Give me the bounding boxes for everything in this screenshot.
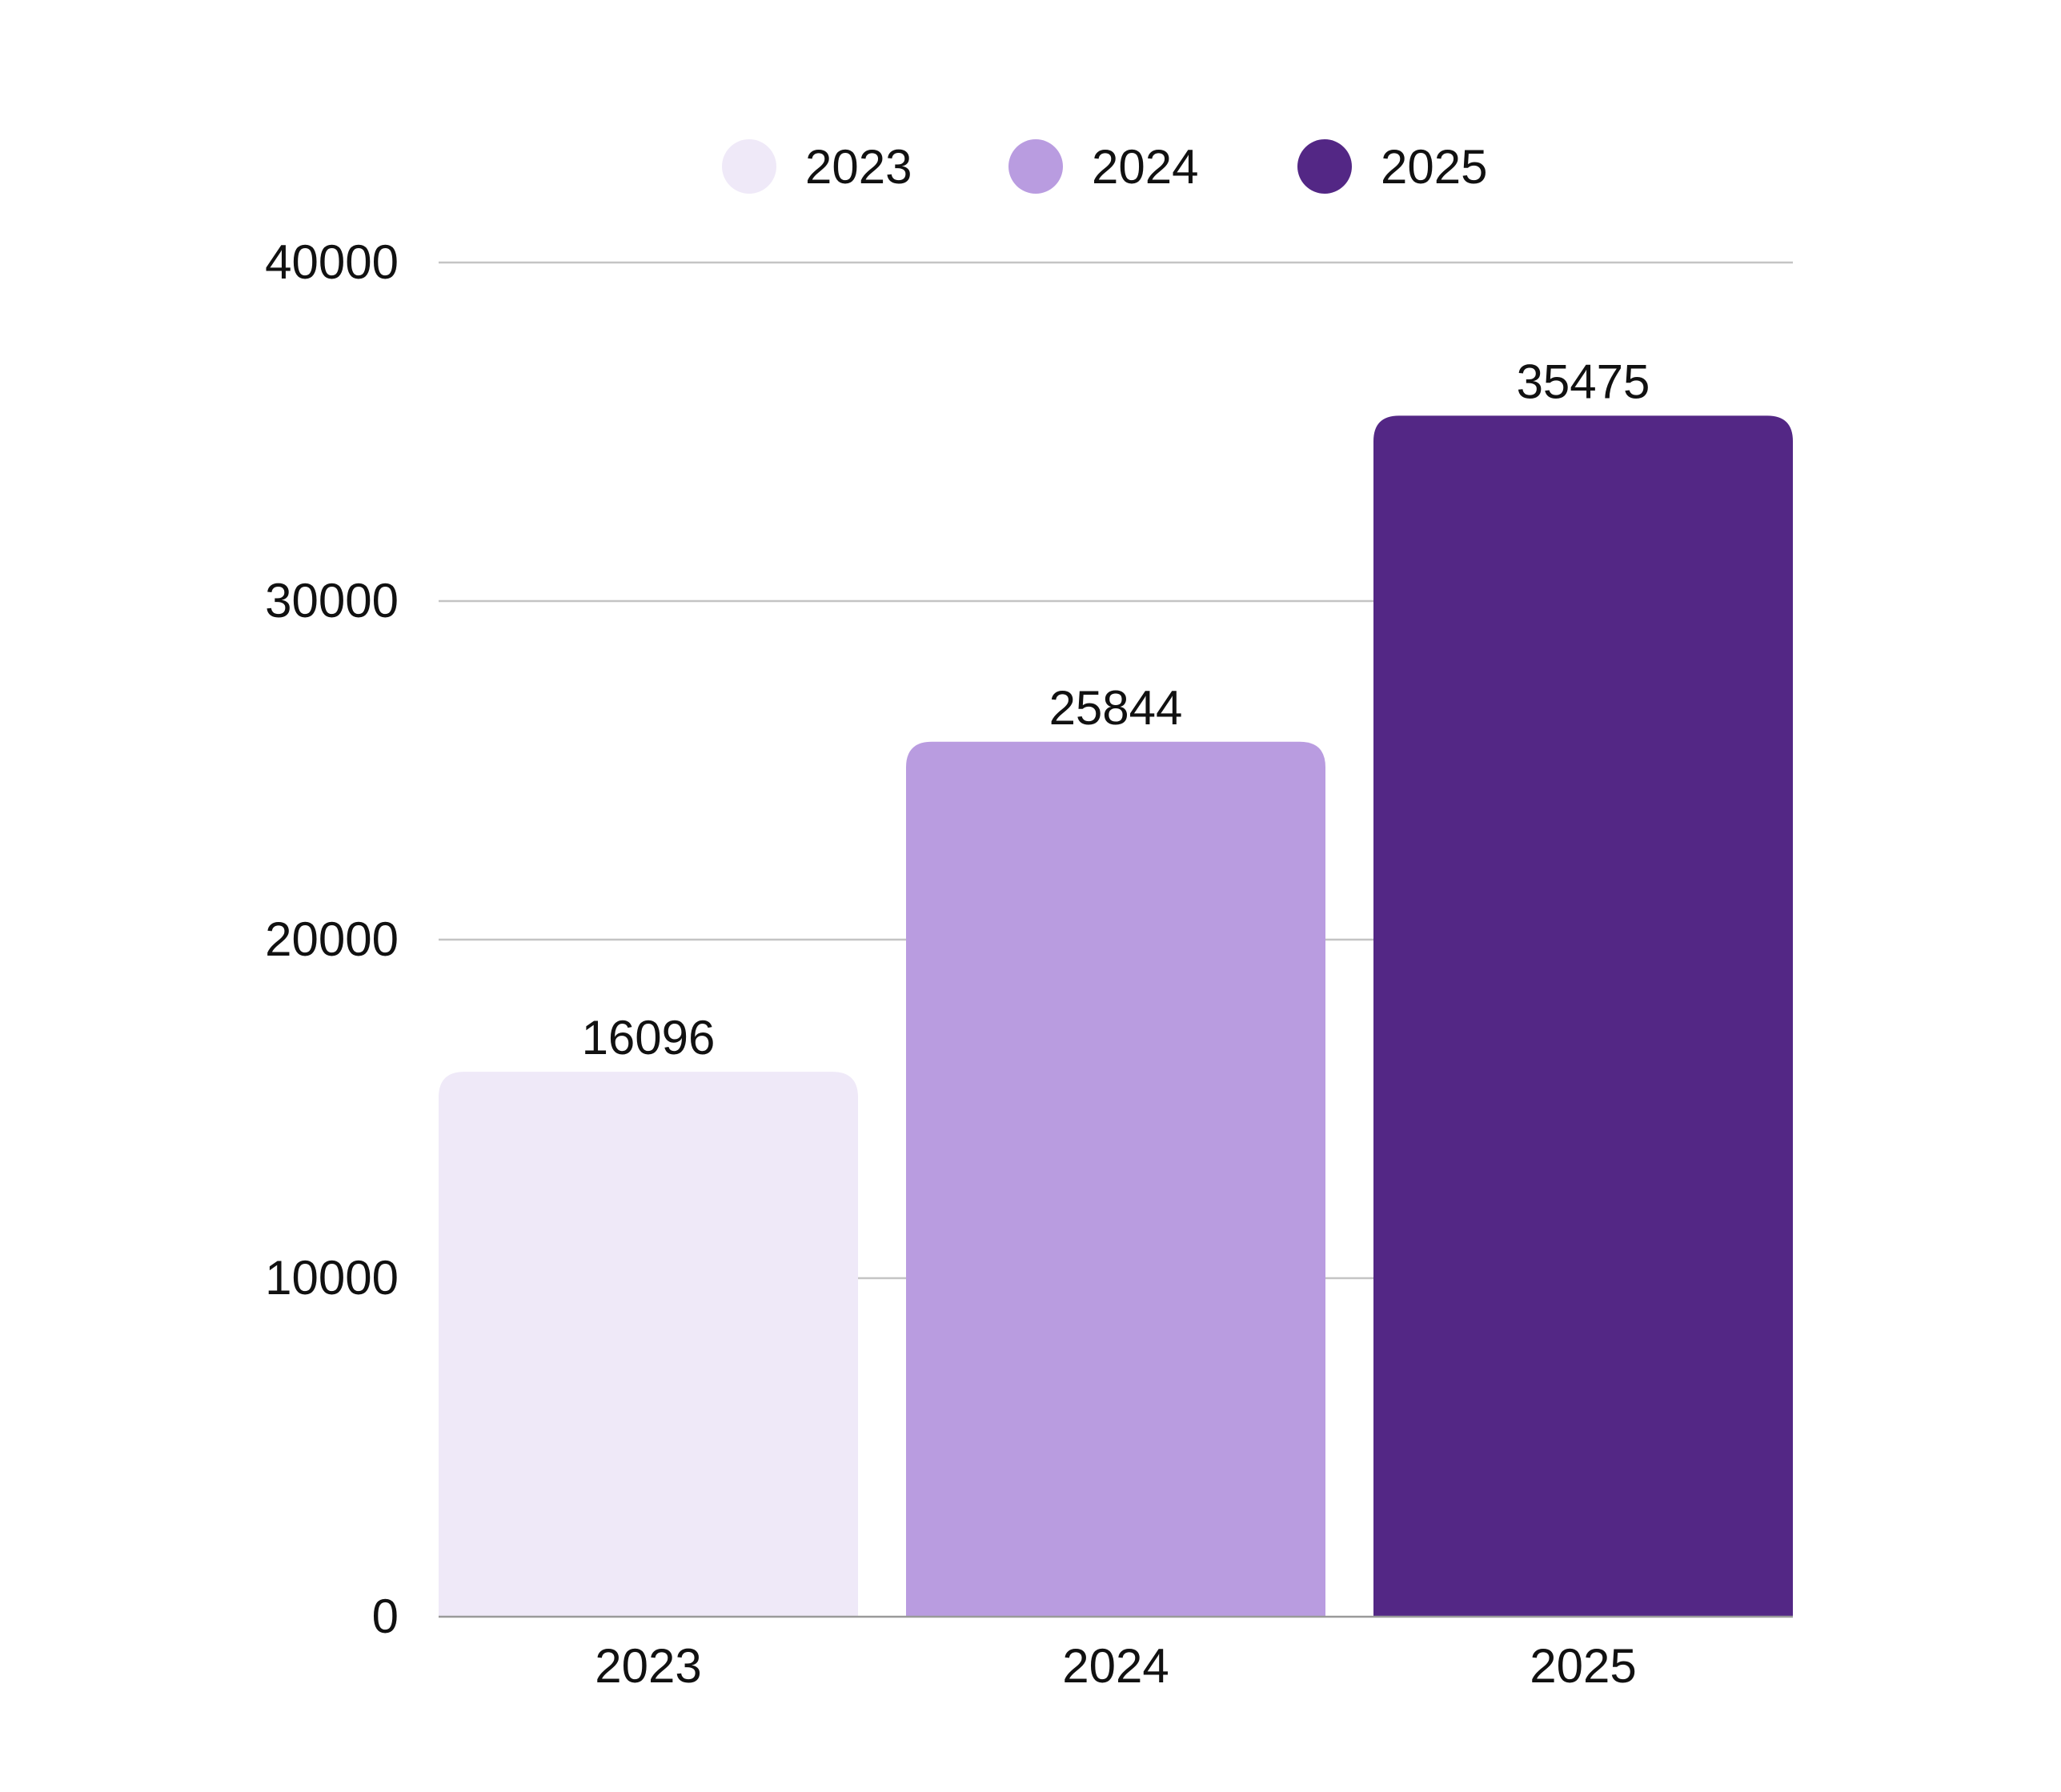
bar-2024 bbox=[906, 741, 1325, 1617]
chart-legend: 2023 2024 2025 bbox=[722, 139, 1487, 194]
y-tick-label: 20000 bbox=[265, 912, 399, 966]
y-tick-label: 10000 bbox=[265, 1251, 399, 1305]
y-tick-label: 0 bbox=[372, 1590, 399, 1643]
legend-label: 2023 bbox=[805, 140, 912, 194]
legend-label: 2024 bbox=[1092, 140, 1198, 194]
x-tick-label-2025: 2025 bbox=[1530, 1639, 1636, 1693]
y-tick-label: 40000 bbox=[265, 235, 399, 289]
x-tick-label-2024: 2024 bbox=[1062, 1639, 1169, 1693]
data-label-2025: 35475 bbox=[1517, 355, 1650, 408]
data-label-2024: 25844 bbox=[1049, 681, 1183, 735]
y-tick-label: 30000 bbox=[265, 574, 399, 627]
legend-item-2023: 2023 bbox=[722, 139, 912, 194]
data-labels: 16096 25844 35475 bbox=[582, 355, 1650, 1064]
legend-swatch bbox=[1008, 139, 1063, 194]
data-label-2023: 16096 bbox=[582, 1011, 716, 1064]
legend-item-2025: 2025 bbox=[1297, 139, 1487, 194]
legend-swatch bbox=[722, 139, 776, 194]
bar-2025 bbox=[1373, 415, 1793, 1617]
y-axis: 0 10000 20000 30000 40000 bbox=[265, 235, 399, 1643]
bar-2023 bbox=[439, 1072, 858, 1617]
legend-item-2024: 2024 bbox=[1008, 139, 1198, 194]
legend-label: 2025 bbox=[1381, 140, 1487, 194]
legend-swatch bbox=[1297, 139, 1352, 194]
x-axis: 2023 2024 2025 bbox=[595, 1639, 1636, 1693]
x-tick-label-2023: 2023 bbox=[595, 1639, 701, 1693]
bars bbox=[439, 415, 1793, 1617]
